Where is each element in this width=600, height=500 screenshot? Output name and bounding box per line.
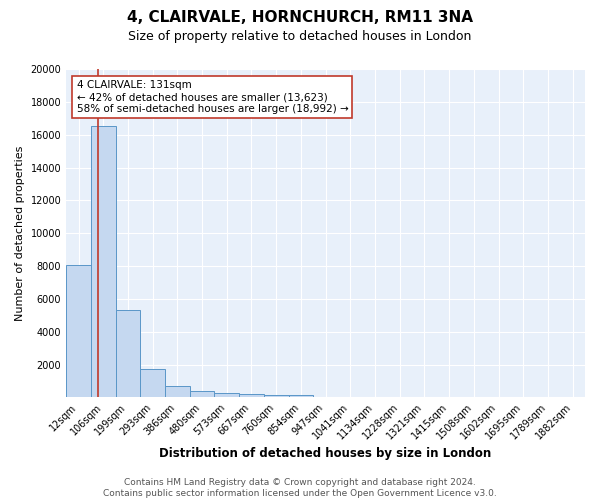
- Bar: [190, 391, 214, 398]
- Bar: [264, 395, 289, 398]
- Bar: [214, 393, 239, 398]
- Text: 4, CLAIRVALE, HORNCHURCH, RM11 3NA: 4, CLAIRVALE, HORNCHURCH, RM11 3NA: [127, 10, 473, 25]
- Text: 4 CLAIRVALE: 131sqm
← 42% of detached houses are smaller (13,623)
58% of semi-de: 4 CLAIRVALE: 131sqm ← 42% of detached ho…: [77, 80, 348, 114]
- Bar: [289, 396, 313, 398]
- Text: Size of property relative to detached houses in London: Size of property relative to detached ho…: [128, 30, 472, 43]
- Text: Contains HM Land Registry data © Crown copyright and database right 2024.
Contai: Contains HM Land Registry data © Crown c…: [103, 478, 497, 498]
- Bar: [140, 368, 165, 398]
- Bar: [91, 126, 116, 398]
- X-axis label: Distribution of detached houses by size in London: Distribution of detached houses by size …: [160, 447, 492, 460]
- Bar: [239, 394, 264, 398]
- Bar: [66, 265, 91, 398]
- Bar: [116, 310, 140, 398]
- Bar: [165, 386, 190, 398]
- Y-axis label: Number of detached properties: Number of detached properties: [15, 146, 25, 321]
